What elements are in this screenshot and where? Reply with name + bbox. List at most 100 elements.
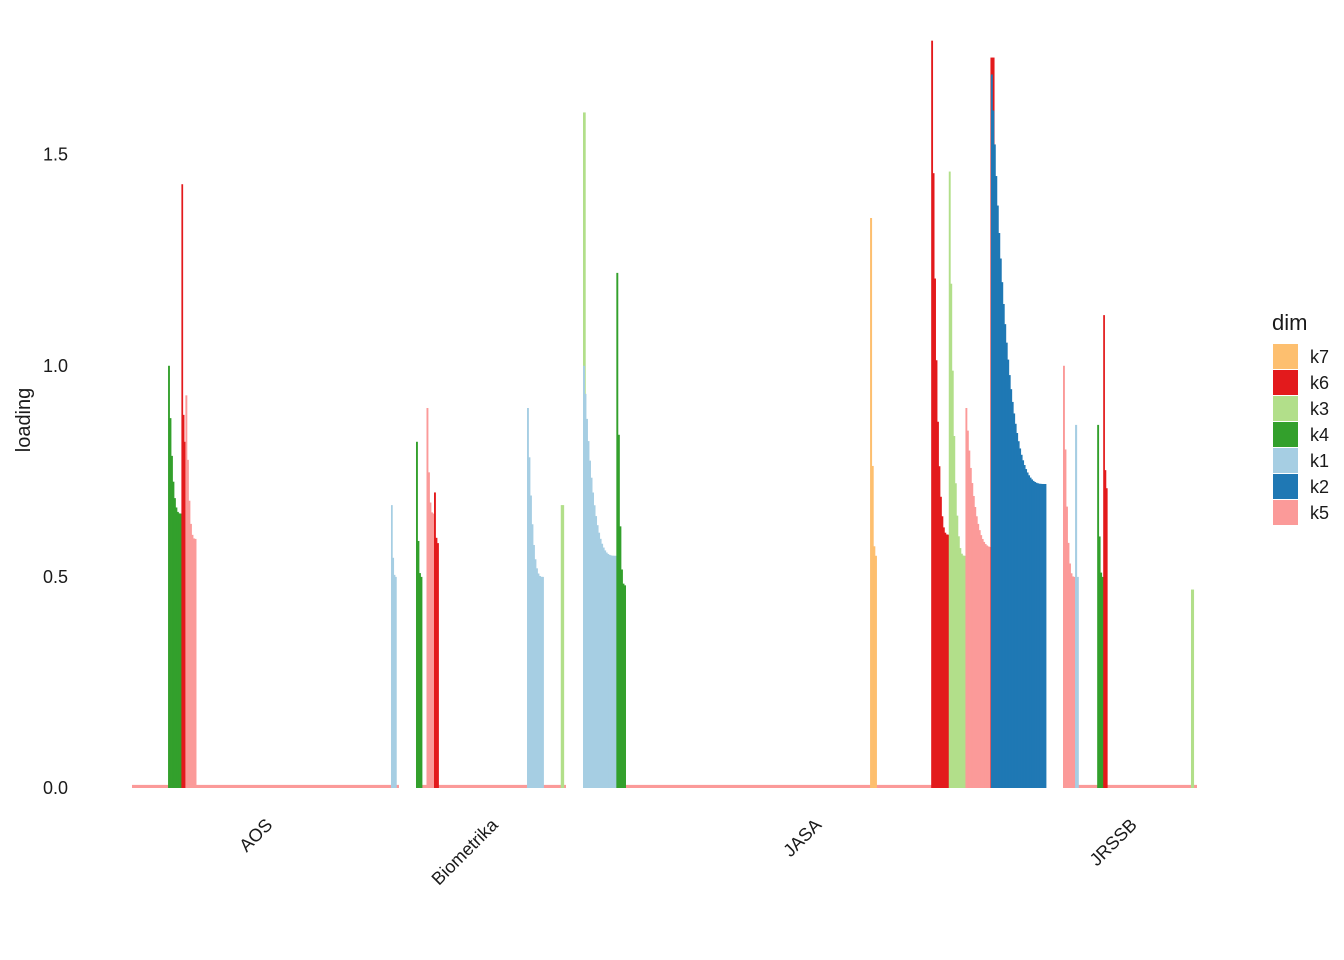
bar — [941, 516, 944, 788]
bar — [601, 543, 604, 788]
bar-cluster — [1190, 589, 1195, 788]
bar — [171, 455, 173, 788]
bar — [957, 536, 960, 788]
bar — [596, 525, 599, 788]
bar — [981, 538, 984, 788]
bar — [1020, 454, 1023, 788]
bar — [1014, 423, 1017, 788]
bar — [420, 576, 423, 788]
bar — [953, 436, 956, 788]
bar — [432, 513, 435, 788]
bar-cluster — [990, 74, 1047, 789]
bar-cluster — [1075, 424, 1079, 788]
y-tick-label: 1.5 — [43, 145, 68, 165]
bar — [431, 512, 433, 788]
bar — [1001, 282, 1004, 788]
bar — [534, 559, 537, 788]
bar — [607, 553, 610, 788]
bar — [599, 538, 602, 788]
x-facet-label: JRSSB — [1086, 815, 1141, 870]
bar — [1004, 324, 1007, 788]
baseline-bars — [583, 784, 1046, 788]
bar — [604, 550, 607, 788]
bar — [1104, 470, 1107, 788]
bar — [1005, 342, 1008, 788]
bar — [990, 74, 993, 788]
legend-swatch — [1273, 422, 1298, 447]
bar — [542, 576, 544, 788]
bar — [175, 507, 178, 788]
legend-swatch — [1273, 474, 1298, 499]
bar — [562, 505, 565, 788]
bar — [1043, 483, 1045, 788]
bar — [560, 505, 563, 788]
bar — [1025, 469, 1028, 788]
bar-cluster — [527, 408, 544, 788]
x-facet-label: AOS — [235, 815, 276, 856]
bar — [182, 414, 185, 788]
bar — [1038, 483, 1041, 788]
bar — [969, 467, 972, 788]
bars-layer — [132, 40, 1197, 789]
bar — [1076, 576, 1079, 788]
bar — [1069, 563, 1071, 788]
bar — [948, 171, 951, 789]
x-facet-label: Biometrika — [428, 814, 503, 889]
bar — [435, 537, 438, 788]
bar — [1063, 365, 1065, 788]
bar — [971, 483, 974, 788]
bar — [429, 502, 432, 788]
baseline-bars — [416, 784, 566, 788]
bar — [393, 574, 396, 788]
bar — [871, 465, 874, 788]
bar — [960, 553, 963, 788]
bar — [996, 205, 999, 789]
bar — [1103, 315, 1105, 788]
bar — [1073, 576, 1076, 788]
bar-cluster — [168, 365, 182, 788]
bar — [987, 546, 990, 788]
legend-label: k6 — [1310, 373, 1329, 393]
x-axis: AOS Biometrika JASA JRSSB — [235, 814, 1141, 889]
bar — [186, 459, 189, 788]
bar — [172, 481, 175, 788]
bar — [968, 450, 971, 788]
bar — [417, 540, 420, 788]
legend-swatch — [1273, 370, 1298, 395]
bar — [1029, 477, 1032, 788]
bar — [1026, 472, 1029, 788]
bar — [589, 460, 591, 788]
bar — [592, 492, 595, 788]
bar — [945, 534, 948, 788]
bar — [1064, 449, 1067, 788]
bar — [1040, 483, 1042, 788]
bar — [1002, 304, 1005, 788]
bar — [608, 554, 611, 788]
bar — [1019, 448, 1022, 788]
bar — [533, 545, 535, 788]
bar — [932, 173, 935, 788]
bar — [951, 370, 954, 788]
bar-cluster — [1097, 424, 1104, 788]
bar — [1190, 589, 1193, 788]
bar — [169, 418, 172, 788]
legend-label: k7 — [1310, 347, 1329, 367]
y-tick-label: 1.0 — [43, 356, 68, 376]
bar — [620, 569, 623, 788]
bar-cluster — [948, 171, 966, 789]
bar — [1098, 536, 1101, 788]
bar — [1105, 488, 1108, 788]
bar — [1192, 589, 1195, 788]
bar — [584, 393, 587, 788]
bar-cluster — [181, 184, 186, 788]
bar — [194, 538, 197, 788]
bar — [605, 552, 608, 788]
bar — [966, 430, 969, 788]
bar — [587, 441, 590, 788]
legend-label: k5 — [1310, 503, 1329, 523]
bar-cluster — [583, 365, 617, 788]
bar — [189, 523, 192, 788]
bar — [959, 548, 962, 788]
bar — [184, 441, 186, 788]
bar — [972, 495, 975, 788]
